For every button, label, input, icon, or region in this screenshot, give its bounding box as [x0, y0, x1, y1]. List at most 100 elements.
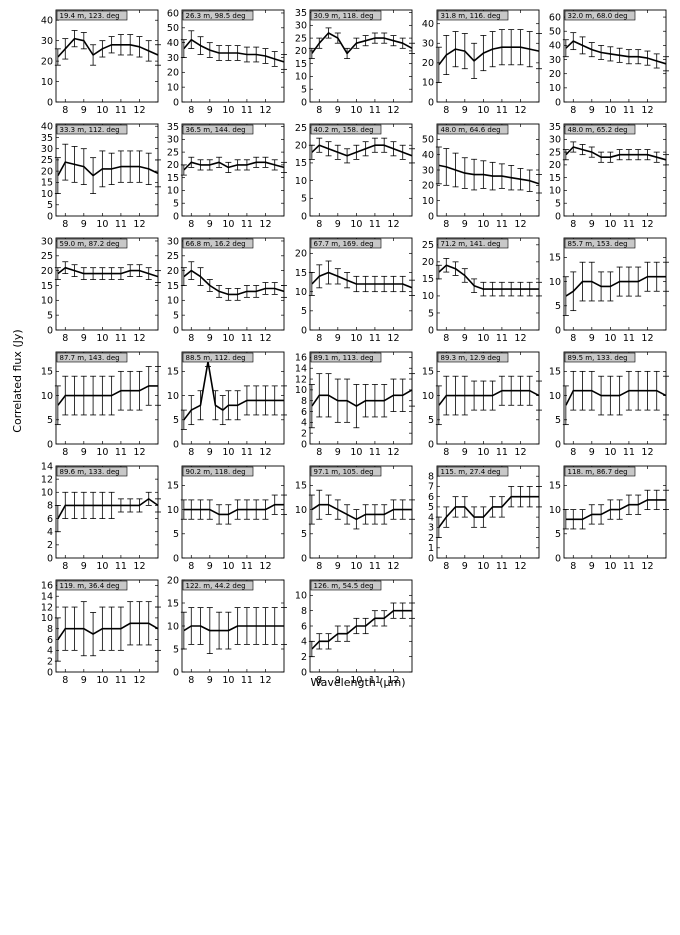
y-tick-label: 30: [549, 135, 561, 146]
y-tick-label: 2: [428, 533, 434, 544]
panel-frame: [55, 351, 159, 445]
x-tick-label: 10: [604, 561, 616, 572]
y-tick-label: 15: [549, 367, 561, 378]
x-tick-label: 8: [62, 105, 68, 116]
y-tick-label: 5: [428, 415, 434, 426]
y-tick-label: 15: [41, 281, 53, 292]
x-tick-label: 9: [81, 675, 87, 686]
x-tick-label: 10: [477, 447, 489, 458]
series-line: [565, 499, 666, 521]
panel-frame: [309, 123, 413, 217]
y-tick-label: 12: [41, 474, 53, 485]
y-tick-label: 20: [549, 69, 561, 80]
x-tick-label: 11: [623, 105, 635, 116]
y-tick-label: 40: [41, 16, 53, 27]
y-tick-label: 20: [167, 575, 179, 586]
y-tick-label: 0: [555, 97, 561, 108]
series-line: [565, 275, 666, 297]
x-tick-label: 8: [316, 675, 322, 686]
y-tick-label: 5: [173, 529, 179, 540]
x-tick-label: 8: [570, 561, 576, 572]
x-tick-label: 11: [369, 447, 381, 458]
baseline-label: 89.1 m, 113. deg: [314, 354, 374, 362]
x-tick-label: 9: [207, 675, 213, 686]
x-tick-label: 10: [477, 105, 489, 116]
x-tick-label: 11: [623, 447, 635, 458]
y-tick-label: 30: [295, 21, 307, 32]
series-line: [311, 389, 413, 407]
x-tick-label: 11: [496, 219, 508, 230]
x-tick-label: 8: [570, 447, 576, 458]
y-tick-label: 14: [41, 592, 53, 603]
y-tick-label: 25: [167, 251, 179, 262]
x-tick-label: 10: [96, 561, 108, 572]
panel-frame: [55, 465, 159, 559]
y-tick-label: 50: [549, 27, 561, 38]
x-tick-label: 12: [387, 105, 399, 116]
y-tick-label: 15: [167, 281, 179, 292]
baseline-label-box: [182, 124, 254, 135]
baseline-label: 48.0 m, 64.6 deg: [441, 126, 501, 134]
baseline-label-box: [56, 10, 128, 21]
y-tick-label: 30: [422, 165, 434, 176]
y-tick-label: 10: [422, 78, 434, 89]
x-tick-label: 8: [188, 675, 194, 686]
baseline-label: 85.7 m, 153. deg: [568, 240, 628, 248]
series-line: [57, 161, 159, 177]
x-tick-label: 8: [316, 561, 322, 572]
x-tick-label: 10: [96, 105, 108, 116]
x-tick-label: 11: [496, 333, 508, 344]
x-tick-label: 12: [259, 675, 271, 686]
y-tick-label: 30: [41, 144, 53, 155]
y-tick-label: 15: [295, 158, 307, 169]
y-tick-label: 10: [167, 296, 179, 307]
x-tick-label: 8: [570, 219, 576, 230]
series-line: [183, 503, 284, 516]
baseline-label-box: [437, 238, 509, 249]
y-tick-label: 6: [47, 514, 53, 525]
baseline-label: 89.6 m, 133. deg: [60, 468, 120, 476]
y-tick-label: 15: [167, 173, 179, 184]
y-tick-label: 35: [549, 122, 561, 133]
x-tick-label: 12: [259, 219, 271, 230]
series-line: [311, 609, 412, 650]
panel-frame: [181, 237, 285, 331]
y-tick-label: 40: [422, 19, 434, 30]
y-tick-label: 10: [549, 391, 561, 402]
y-tick-label: 7: [428, 482, 434, 493]
baseline-label: 89.3 m, 12.9 deg: [441, 354, 501, 362]
panel-frame: [436, 237, 540, 331]
baseline-label-box: [56, 466, 128, 477]
baseline-label-box: [310, 352, 382, 363]
y-tick-label: 10: [422, 196, 434, 207]
y-tick-label: 0: [47, 667, 53, 678]
y-tick-label: 5: [47, 415, 53, 426]
series-line: [57, 498, 159, 519]
x-tick-label: 10: [477, 333, 489, 344]
x-tick-label: 9: [589, 105, 595, 116]
y-tick-label: 0: [47, 211, 53, 222]
x-tick-label: 11: [115, 333, 127, 344]
panel-14: 8 9 10 11 12 0 5 10 15 20 25 71.2 m, 141. deg: [422, 237, 542, 344]
y-tick-label: 0: [47, 553, 53, 564]
baseline-label: 89.5 m, 133. deg: [568, 354, 628, 362]
x-tick-label: 10: [477, 219, 489, 230]
y-tick-label: 10: [41, 488, 53, 499]
x-tick-label: 10: [350, 105, 362, 116]
y-tick-label: 0: [301, 439, 307, 450]
x-tick-label: 9: [81, 561, 87, 572]
baseline-label-box: [56, 124, 128, 135]
series-line: [183, 269, 285, 296]
y-tick-label: 5: [173, 310, 179, 321]
panel-1: 8 9 10 11 12 0 10 20 30 40 19.4 m, 123. deg: [41, 9, 161, 116]
x-tick-label: 8: [62, 219, 68, 230]
x-tick-label: 8: [62, 561, 68, 572]
y-tick-label: 10: [549, 505, 561, 516]
baseline-label-box: [564, 10, 636, 21]
panel-22: 8 9 10 11 12 0 5 10 15 90.2 m, 118. deg: [167, 465, 287, 572]
baseline-label-box: [310, 124, 382, 135]
y-tick-label: 20: [295, 46, 307, 57]
